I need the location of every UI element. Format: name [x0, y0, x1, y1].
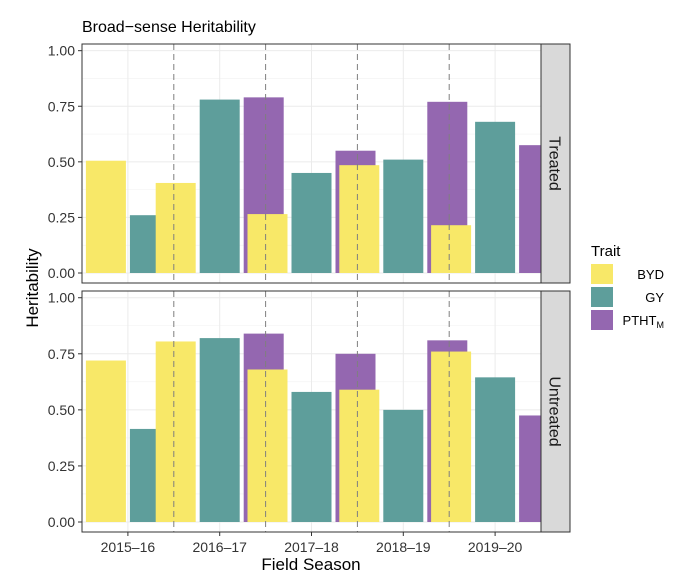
y-tick-label: 0.25	[48, 209, 75, 225]
bar-gy-3	[291, 172, 332, 273]
bar-byd-1	[85, 360, 126, 522]
legend-title: Trait	[591, 243, 621, 260]
y-tick-label: 0.50	[48, 402, 75, 418]
bar-gy-4	[383, 409, 424, 522]
legend-swatch	[591, 287, 613, 307]
legend-label-subscript: M	[657, 320, 665, 330]
y-axis-title: Heritability	[23, 248, 42, 328]
legend-label: PTHTM	[623, 313, 664, 330]
x-tick-label: 2017–18	[284, 539, 339, 555]
bar-byd-2	[155, 182, 196, 273]
x-tick-label: 2015–16	[101, 539, 156, 555]
bar-byd-5	[431, 351, 472, 522]
bar-byd-3	[247, 214, 288, 273]
y-tick-label: 0.25	[48, 458, 75, 474]
x-tick-label: 2016–17	[192, 539, 247, 555]
bar-gy-4	[383, 159, 424, 273]
panel-treated: 0.00 0.25 0.50 0.75 1.00 Treated	[48, 43, 571, 284]
legend-swatch	[591, 310, 613, 330]
facet-strip-label: Treated	[546, 136, 563, 191]
bar-byd-3	[247, 369, 288, 522]
y-tick-label: 1.00	[48, 290, 75, 306]
chart-title: Broad−sense Heritability	[82, 19, 256, 36]
legend-item-byd: BYD	[591, 264, 664, 284]
bar-gy-3	[291, 391, 332, 522]
y-tick-label: 0.75	[48, 98, 75, 114]
facet-strip-label: Untreated	[546, 376, 563, 446]
legend-item-ptht: PTHTM	[591, 310, 664, 330]
legend-label: GY	[645, 290, 664, 305]
bar-byd-4	[339, 165, 380, 273]
bar-byd-2	[155, 341, 196, 522]
facet-strip	[540, 290, 571, 533]
legend: Trait BYD GY PTHTM	[591, 243, 664, 330]
y-tick-label: 0.75	[48, 346, 75, 362]
facet-strip	[540, 43, 571, 284]
x-tick-label: 2019–20	[468, 539, 523, 555]
facet-panels: 0.000.250.500.751.00Treated0.000.250.500…	[48, 43, 571, 533]
x-tick-label: 2018–19	[376, 539, 431, 555]
x-axis-title: Field Season	[261, 555, 360, 574]
bar-gy-5	[475, 121, 516, 273]
legend-item-gy: GY	[591, 287, 664, 307]
bar-gy-5	[475, 377, 516, 522]
legend-swatch	[591, 264, 613, 284]
legend-label: BYD	[637, 267, 664, 282]
bar-byd-4	[339, 389, 380, 522]
y-tick-label: 0.00	[48, 265, 75, 281]
bar-byd-5	[431, 225, 472, 273]
y-tick-label: 0.00	[48, 514, 75, 530]
x-axis-tick-labels: 2015–16 2016–17 2017–18 2018–19 2019–20	[101, 532, 523, 555]
y-tick-label: 1.00	[48, 43, 75, 59]
panel-untreated: 0.00 0.25 0.50 0.75 1.00 Untreated	[48, 290, 571, 533]
bar-gy-2	[199, 338, 240, 522]
bar-byd-1	[85, 160, 126, 273]
bar-gy-2	[199, 99, 240, 274]
y-tick-label: 0.50	[48, 154, 75, 170]
